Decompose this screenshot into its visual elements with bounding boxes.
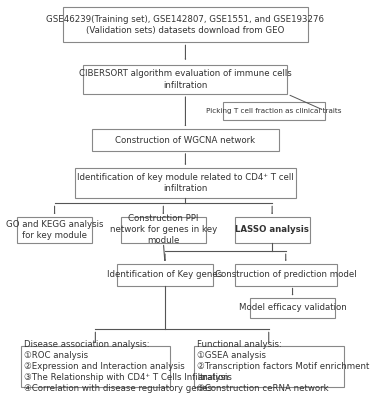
FancyBboxPatch shape [17, 217, 92, 242]
FancyBboxPatch shape [121, 217, 206, 242]
FancyBboxPatch shape [194, 346, 343, 387]
FancyBboxPatch shape [250, 298, 335, 318]
Text: Construction of WGCNA network: Construction of WGCNA network [116, 136, 256, 144]
FancyBboxPatch shape [21, 346, 170, 387]
Text: Identification of Key genes: Identification of Key genes [107, 270, 223, 279]
Text: LASSO analysis: LASSO analysis [235, 225, 309, 234]
FancyBboxPatch shape [92, 129, 279, 151]
FancyBboxPatch shape [223, 102, 325, 120]
FancyBboxPatch shape [84, 65, 287, 94]
Text: CIBERSORT algorithm evaluation of immune cells
infiltration: CIBERSORT algorithm evaluation of immune… [79, 70, 292, 90]
Text: Identification of key module related to CD4⁺ T cell
infiltration: Identification of key module related to … [77, 173, 294, 193]
FancyBboxPatch shape [235, 217, 310, 242]
FancyBboxPatch shape [117, 264, 213, 286]
Text: Functional analysis:
①GSEA analysis
②Transcription factors Motif enrichment anal: Functional analysis: ①GSEA analysis ②Tra… [197, 340, 370, 393]
Text: Disease association analysis:
①ROC analysis
②Expression and Interaction analysis: Disease association analysis: ①ROC analy… [24, 340, 229, 393]
Text: GSE46239(Training set), GSE142807, GSE1551, and GSE193276
(Validation sets) data: GSE46239(Training set), GSE142807, GSE15… [46, 15, 324, 35]
FancyBboxPatch shape [235, 264, 337, 286]
Text: Picking T cell fraction as clinical traits: Picking T cell fraction as clinical trai… [206, 108, 342, 114]
FancyBboxPatch shape [75, 168, 296, 198]
Text: GO and KEGG analysis
for key module: GO and KEGG analysis for key module [6, 220, 103, 240]
Text: Construction of prediction model: Construction of prediction model [215, 270, 357, 279]
Text: Model efficacy validation: Model efficacy validation [239, 304, 347, 312]
FancyBboxPatch shape [63, 7, 308, 42]
Text: Construction PPI
network for genes in key
module: Construction PPI network for genes in ke… [110, 214, 217, 246]
